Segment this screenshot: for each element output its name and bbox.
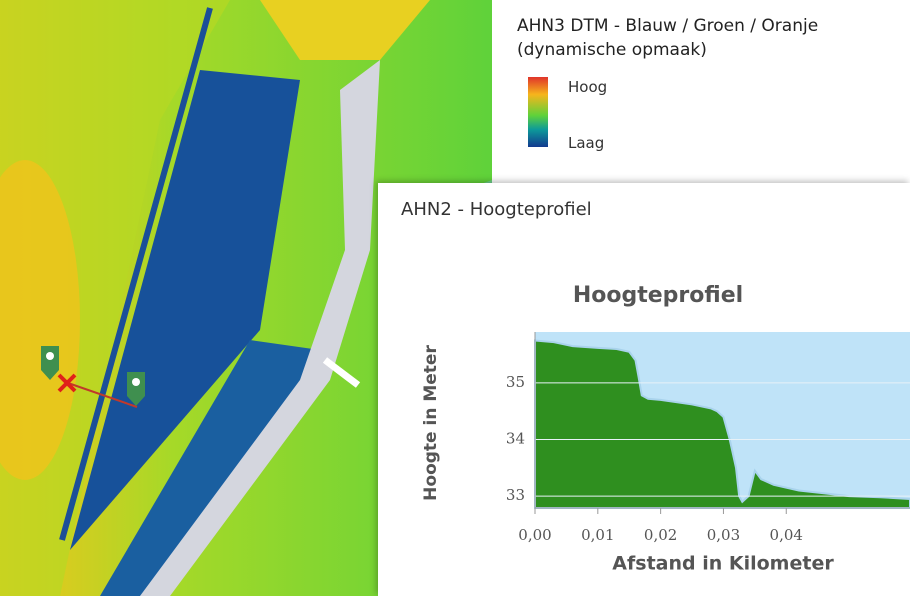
x-tick-label: 0,00 (518, 526, 551, 544)
y-axis-label: Hoogte in Meter (421, 345, 441, 501)
x-tick-label: 0,01 (581, 526, 614, 544)
y-tick-label: 35 (506, 373, 525, 391)
legend: AHN3 DTM - Blauw / Groen / Oranje (dynam… (492, 0, 910, 180)
chart: Hoogteprofiel 33 34 35 0,00 0,01 0,02 0,03 0,04 A… (421, 283, 910, 575)
panel-title: AHN2 - Hoogteprofiel (401, 199, 592, 220)
legend-high: Hoog (568, 78, 608, 96)
profile-panel: AHN2 - Hoogteprofiel Hoogteprofiel 33 34 35… (378, 183, 910, 596)
color-ramp (528, 77, 548, 147)
legend-title: AHN3 DTM - Blauw / Groen / Oranje (dynam… (517, 16, 819, 60)
x-axis-label: Afstand in Kilometer (612, 553, 834, 575)
legend-low: Laag (568, 134, 605, 152)
y-tick-label: 33 (506, 486, 525, 504)
x-tick-label: 0,03 (707, 526, 740, 544)
chart-title: Hoogteprofiel (573, 283, 743, 308)
y-tick-label: 34 (506, 430, 525, 448)
x-tick-label: 0,02 (644, 526, 677, 544)
x-tick-label: 0,04 (770, 526, 803, 544)
